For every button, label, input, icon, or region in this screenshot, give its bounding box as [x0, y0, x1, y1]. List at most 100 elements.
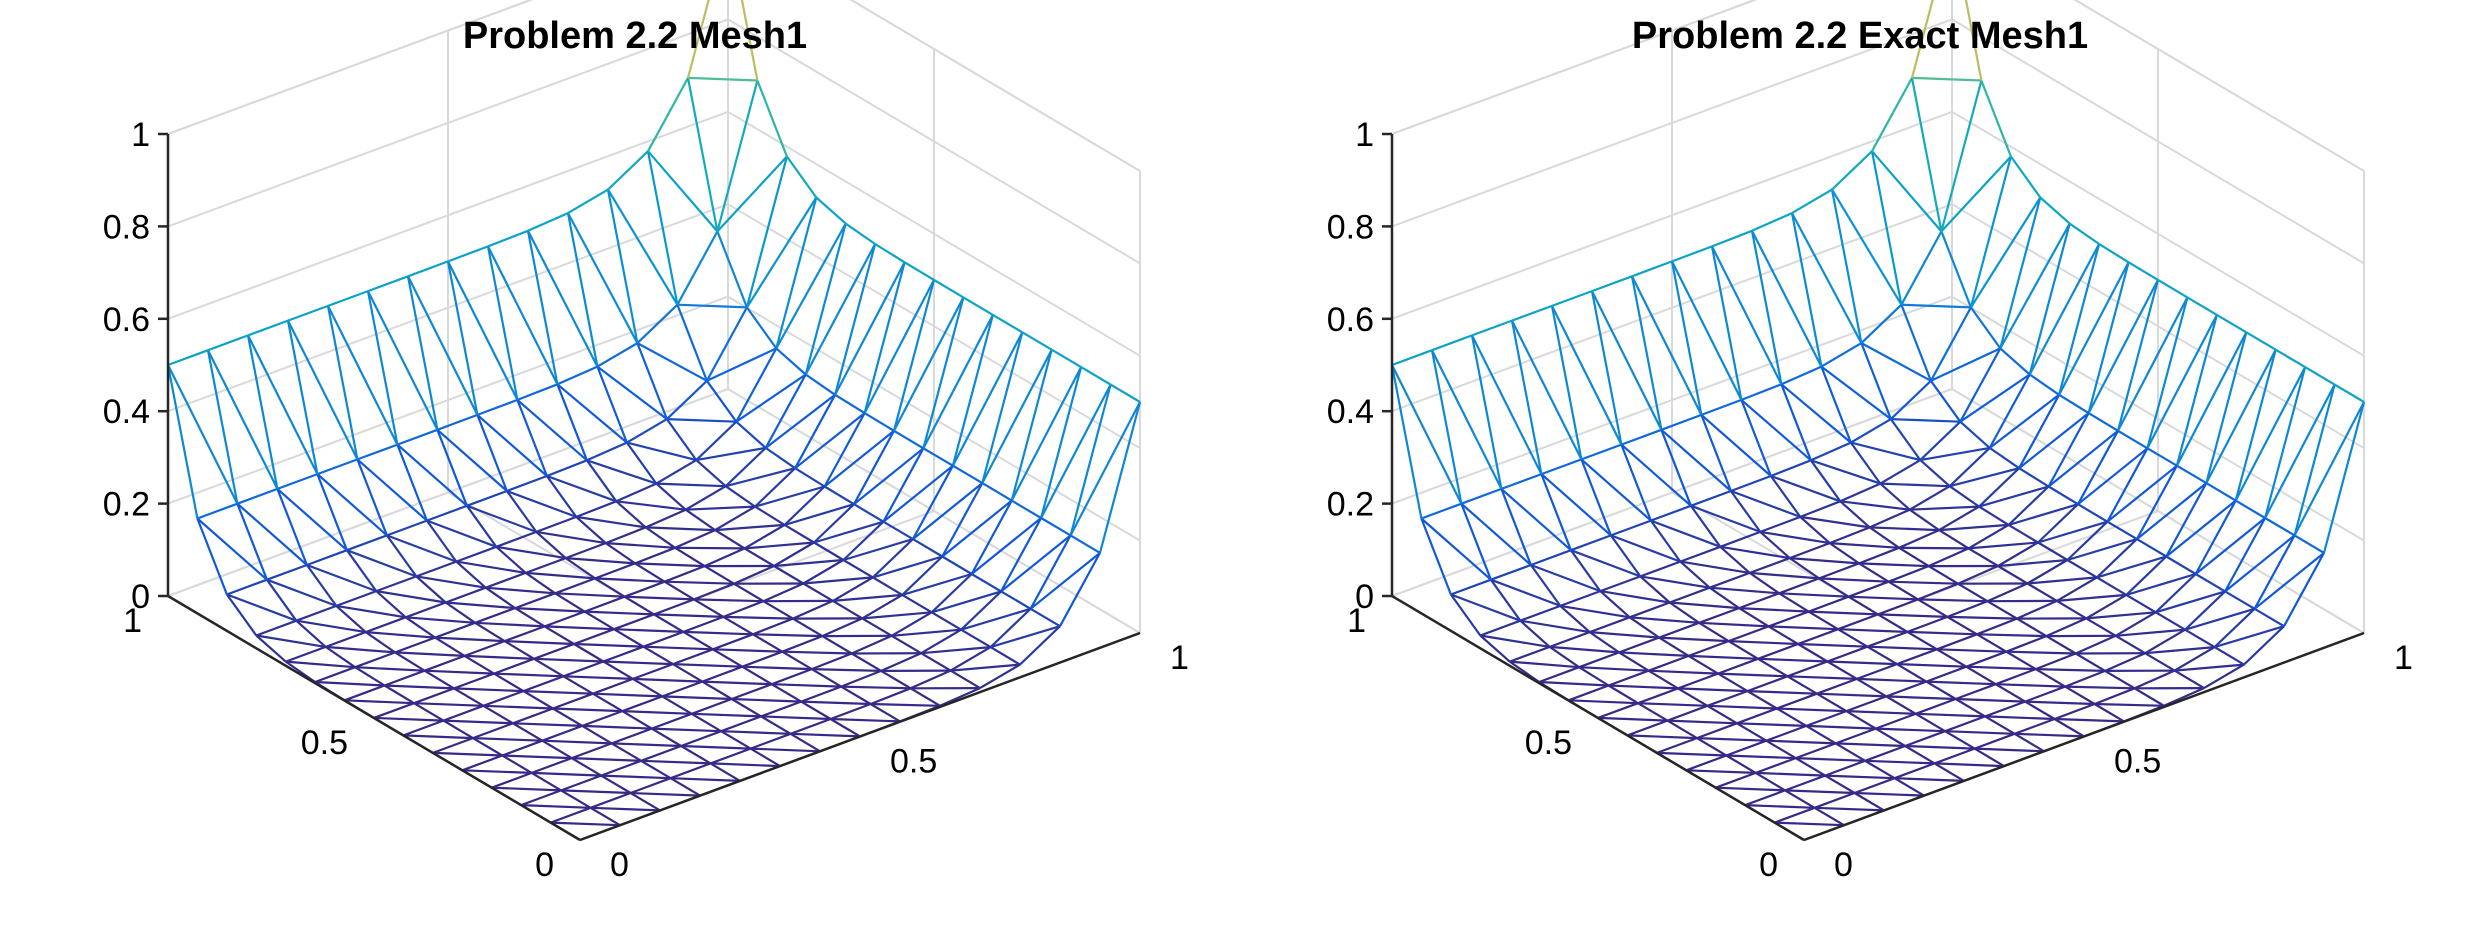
mesh-edge [1110, 383, 1141, 403]
mesh-edge [735, 373, 807, 423]
mesh-edge [922, 297, 965, 449]
mesh-edge [1909, 505, 1980, 511]
mesh-edge [2194, 500, 2237, 575]
mesh-edge [1650, 504, 1692, 522]
mesh-edge [773, 558, 844, 568]
mesh-edge [682, 630, 714, 651]
mesh-edge [841, 685, 911, 690]
mesh-edge [506, 489, 577, 518]
mesh-edge [1909, 485, 1951, 511]
mesh-edge [2058, 243, 2101, 396]
mesh-edge [950, 663, 1021, 672]
mesh-edge [394, 636, 436, 654]
mesh-edge [1917, 598, 1988, 603]
mesh-edge [933, 278, 964, 299]
mesh-edge [2066, 559, 2098, 579]
mesh-edge [1787, 675, 1857, 680]
mesh-edge [413, 702, 444, 722]
mesh-edge [714, 529, 746, 550]
mesh-edge [1835, 742, 1906, 748]
mesh-edge [2253, 552, 2325, 610]
mesh-edge [1879, 459, 1921, 485]
mesh-edge [882, 447, 925, 523]
mesh-edge [1717, 672, 1748, 693]
mesh-edge [784, 523, 815, 544]
mesh-edge [2014, 732, 2085, 738]
mesh-edge [2037, 503, 2079, 544]
mesh-edge [1986, 582, 2028, 603]
mesh-edge [1591, 290, 1663, 431]
mesh-edge [1814, 806, 1885, 812]
mesh-edge [506, 474, 548, 493]
mesh-edge [2264, 384, 2336, 519]
mesh-edge [453, 687, 524, 693]
mesh-edge [406, 276, 439, 431]
chart-title: Problem 2.2 Exact Mesh1 [1632, 15, 2088, 57]
mesh-edge [1845, 695, 1887, 713]
mesh-edge [1799, 500, 1841, 518]
mesh-edge [792, 617, 823, 638]
mesh-edge [687, 76, 758, 82]
mesh-edge [636, 303, 679, 344]
mesh-edge [1890, 418, 1961, 423]
axes [158, 132, 1141, 842]
mesh-edge [1619, 651, 1689, 657]
mesh-edge [542, 739, 612, 745]
mesh-edge [1696, 722, 1738, 740]
y-axis-line [167, 594, 581, 842]
mesh-edge [790, 732, 821, 753]
mesh-edge [1778, 592, 1810, 613]
mesh-edge [2094, 703, 2125, 723]
mesh-edge [754, 505, 786, 526]
mesh-edge [992, 313, 1023, 334]
mesh-edge [1909, 508, 1940, 532]
mesh-edge [1696, 737, 1727, 757]
mesh-edge [2117, 296, 2189, 432]
mesh-edge [670, 777, 741, 782]
mesh-edge [1910, 0, 1934, 79]
mesh-edge [526, 230, 559, 385]
mesh-edge [1461, 487, 1502, 505]
mesh-edge [533, 642, 575, 660]
mesh-edge [1896, 663, 1927, 683]
mesh-edge [1978, 467, 2020, 508]
mesh-edge [1648, 669, 1719, 675]
mesh-edge [1685, 754, 1727, 772]
mesh-edge [613, 613, 655, 631]
mesh-edge [563, 675, 633, 680]
mesh-edge [474, 621, 506, 643]
mesh-edge [167, 364, 239, 505]
mesh-edge [1706, 704, 1738, 725]
mesh-edge [716, 231, 748, 308]
mesh-edge [1825, 774, 1895, 780]
mesh-edge [306, 563, 377, 593]
mesh-edge [1677, 687, 1708, 707]
mesh-edge [1829, 542, 1900, 549]
mesh-edge [1869, 526, 1940, 532]
mesh-edge [2154, 573, 2197, 614]
mesh-edge [622, 710, 692, 715]
mesh-edge [1450, 593, 1482, 637]
mesh-edge [544, 625, 575, 645]
mesh-edge [1736, 722, 1767, 742]
mesh-edge [1915, 697, 1957, 715]
mesh-edge [1707, 704, 1777, 710]
mesh-edge [1969, 156, 2012, 308]
mesh-edge [1019, 625, 1061, 666]
mesh-edge [710, 762, 741, 782]
mesh-edge [1856, 677, 1927, 683]
mesh-edge [626, 441, 658, 485]
mesh-edge [1578, 666, 1610, 687]
mesh-edge [1980, 80, 2012, 157]
mesh-edge [1831, 150, 1873, 191]
mesh-edge [630, 792, 661, 812]
mesh-edge [535, 515, 577, 533]
mesh-edge [1976, 617, 2018, 636]
mesh-edge [432, 751, 503, 757]
mesh-edge [346, 534, 388, 552]
mesh-edge [2085, 593, 2127, 620]
mesh-edge [1391, 349, 1433, 367]
mesh-edge [1040, 517, 1072, 537]
mesh-edge [403, 719, 444, 737]
mesh-edge [1509, 660, 1540, 683]
